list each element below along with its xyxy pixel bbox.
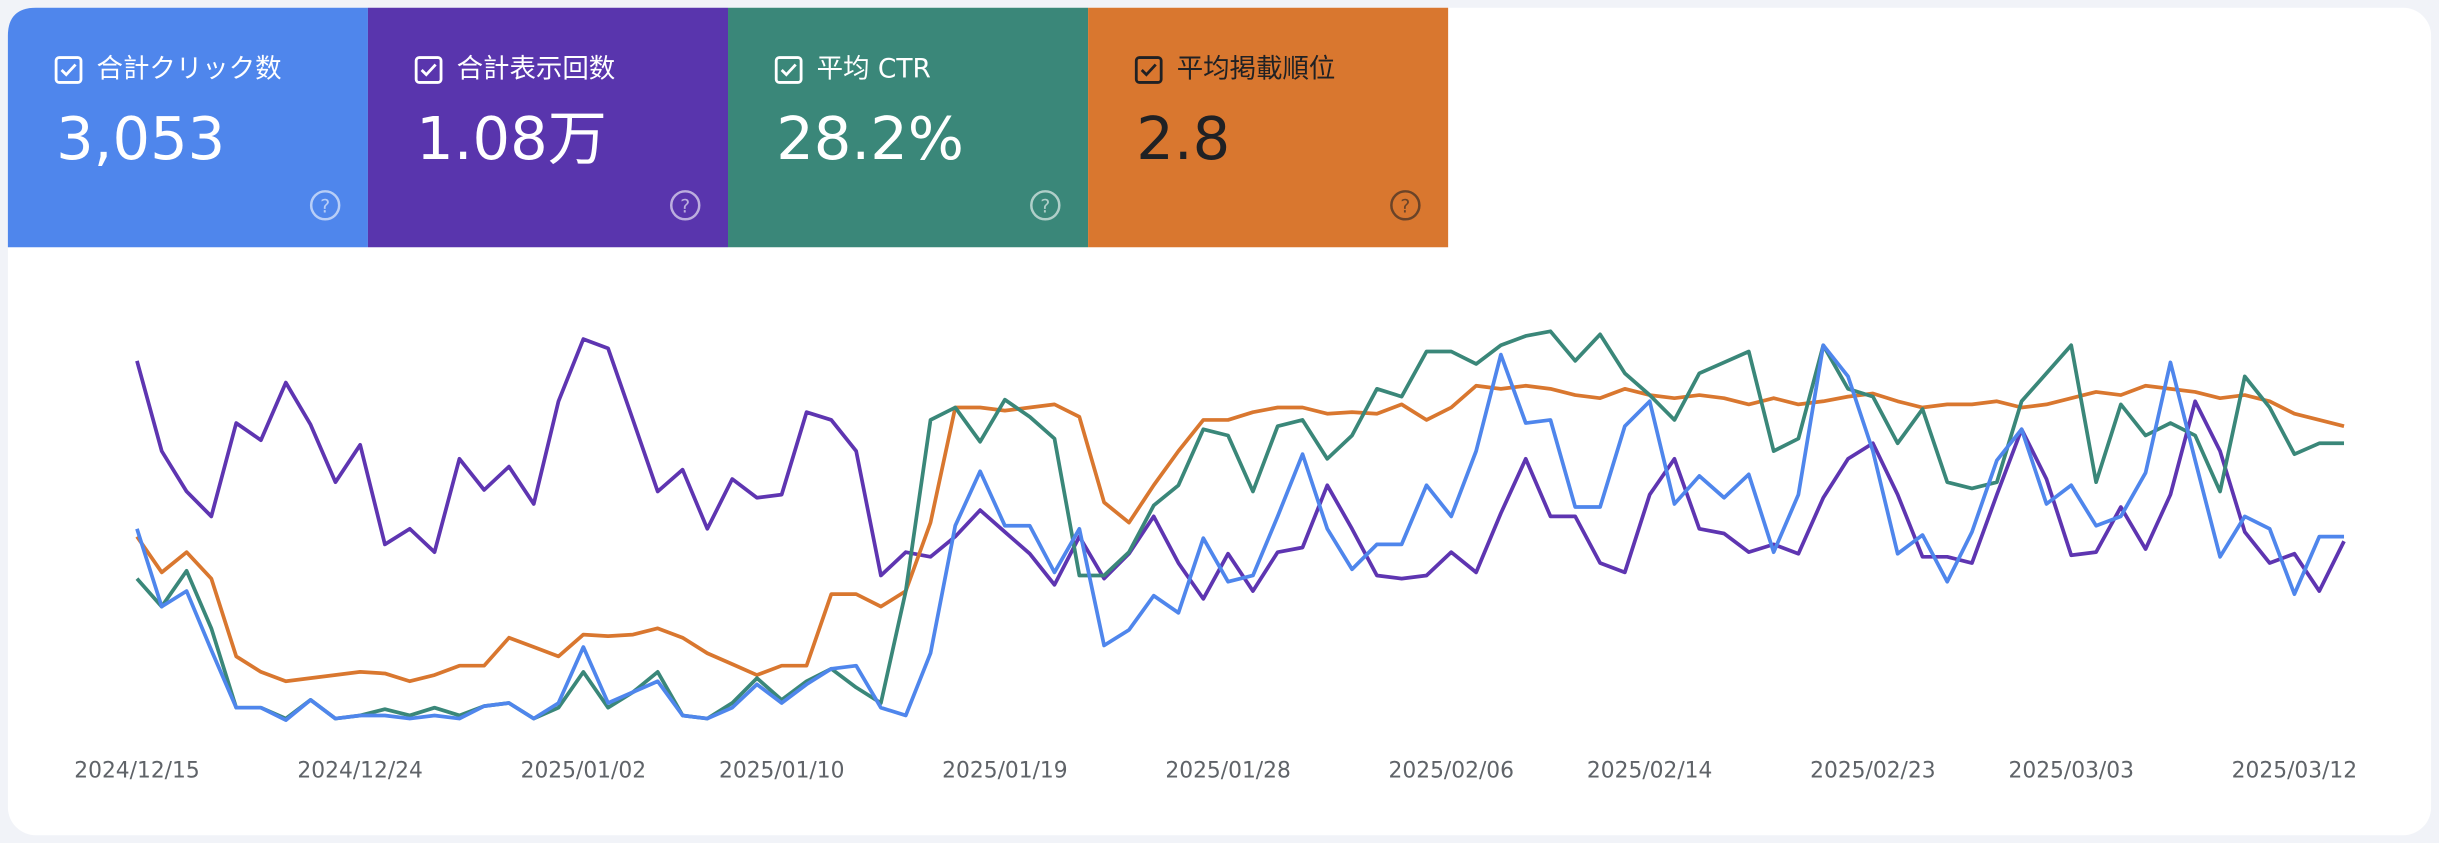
- card-label: 合計クリック数: [97, 53, 282, 84]
- card-background: [1088, 7, 1449, 248]
- card-label: 平均 CTR: [817, 53, 931, 84]
- card-value: 2.8: [1136, 104, 1230, 173]
- x-tick-label: 2025/01/10: [719, 758, 844, 783]
- help-icon-glyph: ?: [680, 196, 690, 217]
- card-value: 3,053: [56, 104, 225, 173]
- card-value: 1.08万: [416, 104, 607, 173]
- x-tick-label: 2025/02/23: [1810, 758, 1935, 783]
- card-label: 平均掲載順位: [1177, 53, 1336, 84]
- metric-card[interactable]: 合計クリック数 3,053?: [7, 7, 368, 248]
- card-background: [728, 7, 1089, 248]
- x-tick-label: 2025/01/02: [521, 758, 646, 783]
- help-icon-glyph: ?: [1400, 196, 1410, 217]
- metric-card[interactable]: 平均掲載順位 2.8?: [1088, 7, 1449, 248]
- card-background: [7, 7, 368, 248]
- x-tick-label: 2024/12/15: [74, 758, 199, 783]
- x-tick-label: 2025/03/03: [2009, 758, 2134, 783]
- checkmark: [420, 63, 437, 77]
- checkbox[interactable]: [414, 56, 443, 84]
- checkmark: [60, 63, 77, 77]
- help-icon[interactable]: [669, 190, 701, 221]
- x-tick-label: 2025/01/28: [1165, 758, 1290, 783]
- help-icon[interactable]: [309, 190, 341, 221]
- metric-card[interactable]: 合計表示回数 1.08万?: [367, 7, 729, 248]
- help-icon[interactable]: [1390, 190, 1421, 221]
- series-line: [135, 343, 2345, 722]
- card-value: 28.2%: [776, 104, 964, 173]
- help-icon-glyph: ?: [320, 196, 330, 217]
- x-tick-label: 2024/12/24: [297, 758, 422, 783]
- card-label: 合計表示回数: [457, 53, 616, 84]
- metric-card[interactable]: 平均 CTR 28.2%?: [728, 7, 1089, 248]
- card-background: [367, 7, 729, 248]
- series-line: [135, 337, 2346, 601]
- checkmark: [780, 63, 797, 77]
- series-line: [135, 383, 2345, 684]
- help-icon[interactable]: [1030, 190, 1061, 221]
- checkmark: [1140, 63, 1157, 77]
- x-tick-label: 2025/02/06: [1389, 758, 1514, 783]
- help-icon-glyph: ?: [1040, 196, 1050, 217]
- x-tick-label: 2025/03/12: [2232, 758, 2357, 783]
- x-tick-label: 2025/01/19: [942, 758, 1067, 783]
- checkbox[interactable]: [1134, 56, 1163, 84]
- checkbox[interactable]: [774, 56, 803, 84]
- x-tick-label: 2025/02/14: [1587, 758, 1712, 783]
- checkbox[interactable]: [54, 56, 83, 84]
